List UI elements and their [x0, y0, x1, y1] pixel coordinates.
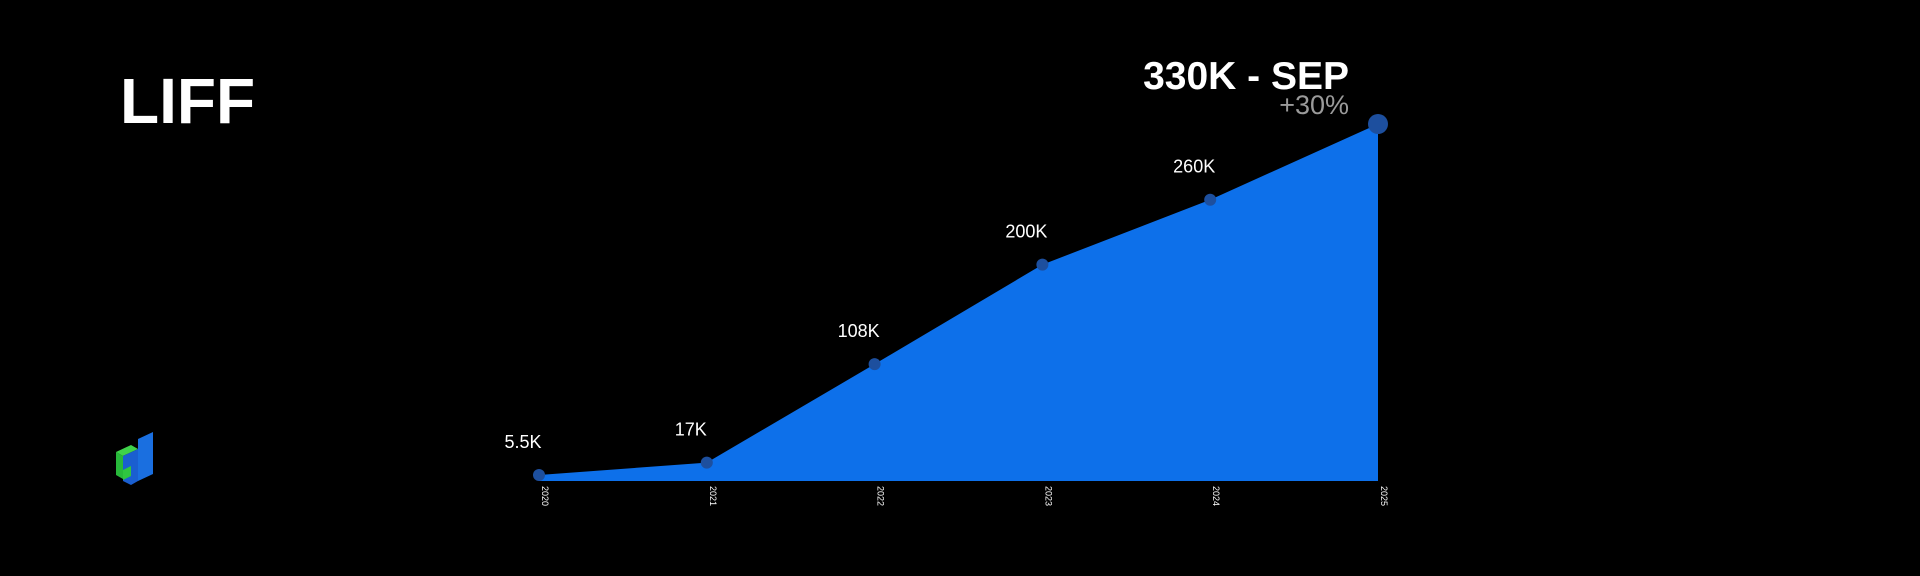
- x-tick-label: 2025: [1379, 486, 1389, 506]
- marker: [1036, 258, 1049, 271]
- chart-title: LIFF: [120, 65, 255, 137]
- data-label: 108K: [838, 321, 880, 341]
- logo: [116, 432, 153, 485]
- marker: [1204, 193, 1217, 206]
- data-label: 200K: [1005, 222, 1047, 242]
- x-tick-label: 2021: [708, 486, 718, 506]
- marker: [533, 469, 545, 482]
- data-label: 260K: [1173, 157, 1215, 177]
- x-tick-label: 2020: [540, 486, 550, 506]
- x-tick-label: 2023: [1043, 486, 1053, 506]
- data-label: 5.5K: [504, 432, 541, 452]
- marker: [868, 358, 881, 371]
- data-label: 17K: [675, 420, 707, 440]
- marker: [700, 456, 713, 469]
- x-tick-label: 2024: [1211, 486, 1221, 506]
- headline: 330K - SEP: [1143, 55, 1349, 98]
- annotation: +30%: [1279, 90, 1349, 120]
- area: [539, 124, 1378, 481]
- marker: [1368, 114, 1388, 134]
- x-tick-label: 2022: [876, 486, 886, 506]
